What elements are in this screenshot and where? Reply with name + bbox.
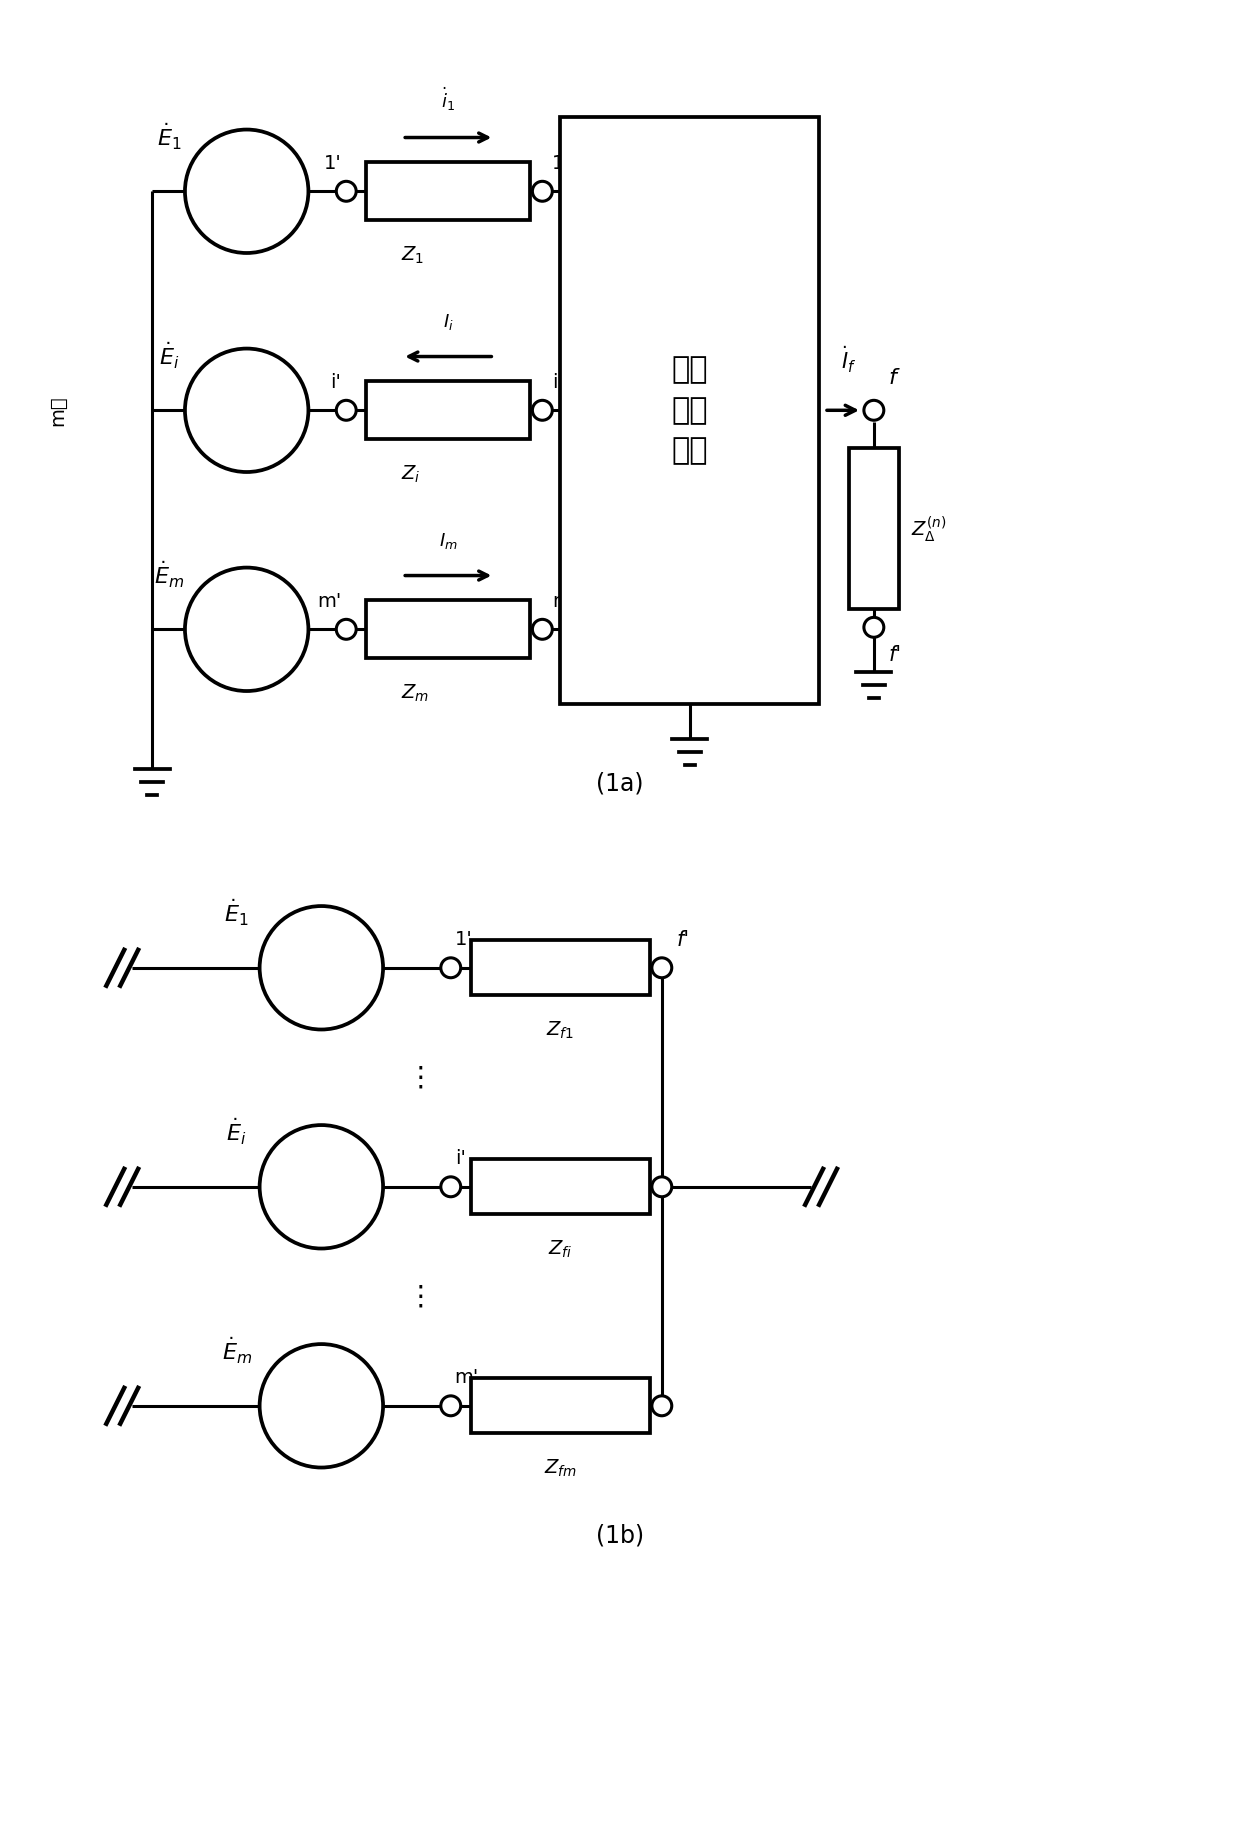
Circle shape bbox=[336, 182, 356, 200]
Text: i': i' bbox=[330, 373, 341, 391]
Circle shape bbox=[864, 618, 884, 638]
Text: f': f' bbox=[677, 930, 689, 950]
Text: $Z_{f1}$: $Z_{f1}$ bbox=[547, 1020, 574, 1042]
Circle shape bbox=[532, 182, 552, 200]
Bar bbox=[471, 941, 650, 994]
Circle shape bbox=[652, 1176, 672, 1197]
Text: $\dot{E}_i$: $\dot{E}_i$ bbox=[159, 340, 180, 371]
Text: m: m bbox=[552, 592, 572, 610]
Text: $\dot{E}_m$: $\dot{E}_m$ bbox=[222, 1336, 252, 1366]
Text: 1': 1' bbox=[324, 154, 341, 173]
Circle shape bbox=[864, 401, 884, 421]
Text: $\dot{E}_1$: $\dot{E}_1$ bbox=[224, 897, 249, 928]
Text: 1': 1' bbox=[455, 930, 472, 950]
Text: $\dot{E}_i$: $\dot{E}_i$ bbox=[227, 1118, 247, 1147]
Text: f': f' bbox=[889, 645, 901, 665]
Circle shape bbox=[652, 958, 672, 978]
Text: $Z_1$: $Z_1$ bbox=[401, 244, 424, 267]
Circle shape bbox=[336, 619, 356, 640]
Text: (1a): (1a) bbox=[596, 772, 644, 796]
Text: $\dot{i}_1$: $\dot{i}_1$ bbox=[441, 85, 455, 112]
Bar bbox=[366, 382, 531, 439]
Bar bbox=[366, 162, 531, 221]
Circle shape bbox=[440, 1176, 461, 1197]
Bar bbox=[366, 601, 531, 658]
Text: m台: m台 bbox=[48, 395, 67, 426]
Text: $I_i$: $I_i$ bbox=[443, 312, 454, 331]
Bar bbox=[849, 448, 899, 610]
Text: $Z_{fi}$: $Z_{fi}$ bbox=[548, 1239, 573, 1261]
Text: $Z_i$: $Z_i$ bbox=[401, 463, 420, 485]
Text: f: f bbox=[889, 368, 897, 388]
Bar bbox=[471, 1160, 650, 1215]
Text: m': m' bbox=[317, 592, 341, 610]
Circle shape bbox=[532, 619, 552, 640]
Text: ⋮: ⋮ bbox=[583, 505, 611, 533]
Bar bbox=[471, 1378, 650, 1434]
Text: i': i' bbox=[455, 1149, 465, 1169]
Text: $\dot{E}_m$: $\dot{E}_m$ bbox=[154, 559, 185, 590]
Text: $Z_{\Delta}^{(n)}$: $Z_{\Delta}^{(n)}$ bbox=[910, 515, 946, 544]
Text: ⋮: ⋮ bbox=[407, 1283, 435, 1310]
Circle shape bbox=[440, 958, 461, 978]
Text: $\dot{I}_f$: $\dot{I}_f$ bbox=[841, 346, 857, 375]
Circle shape bbox=[336, 401, 356, 421]
Text: $I_m$: $I_m$ bbox=[439, 531, 458, 551]
Text: 1: 1 bbox=[552, 154, 564, 173]
Text: (1b): (1b) bbox=[596, 1524, 644, 1548]
Circle shape bbox=[652, 1395, 672, 1415]
Text: ⋮: ⋮ bbox=[407, 1064, 435, 1092]
Circle shape bbox=[532, 401, 552, 421]
Text: $\dot{E}_1$: $\dot{E}_1$ bbox=[156, 121, 181, 153]
Bar bbox=[560, 116, 820, 704]
Text: 无源
线性
网络: 无源 线性 网络 bbox=[671, 355, 708, 465]
Circle shape bbox=[440, 1395, 461, 1415]
Text: i: i bbox=[552, 373, 558, 391]
Text: $Z_m$: $Z_m$ bbox=[401, 684, 429, 704]
Text: $Z_{fm}$: $Z_{fm}$ bbox=[544, 1458, 577, 1480]
Text: ⋮: ⋮ bbox=[583, 287, 611, 314]
Text: m': m' bbox=[455, 1369, 479, 1388]
